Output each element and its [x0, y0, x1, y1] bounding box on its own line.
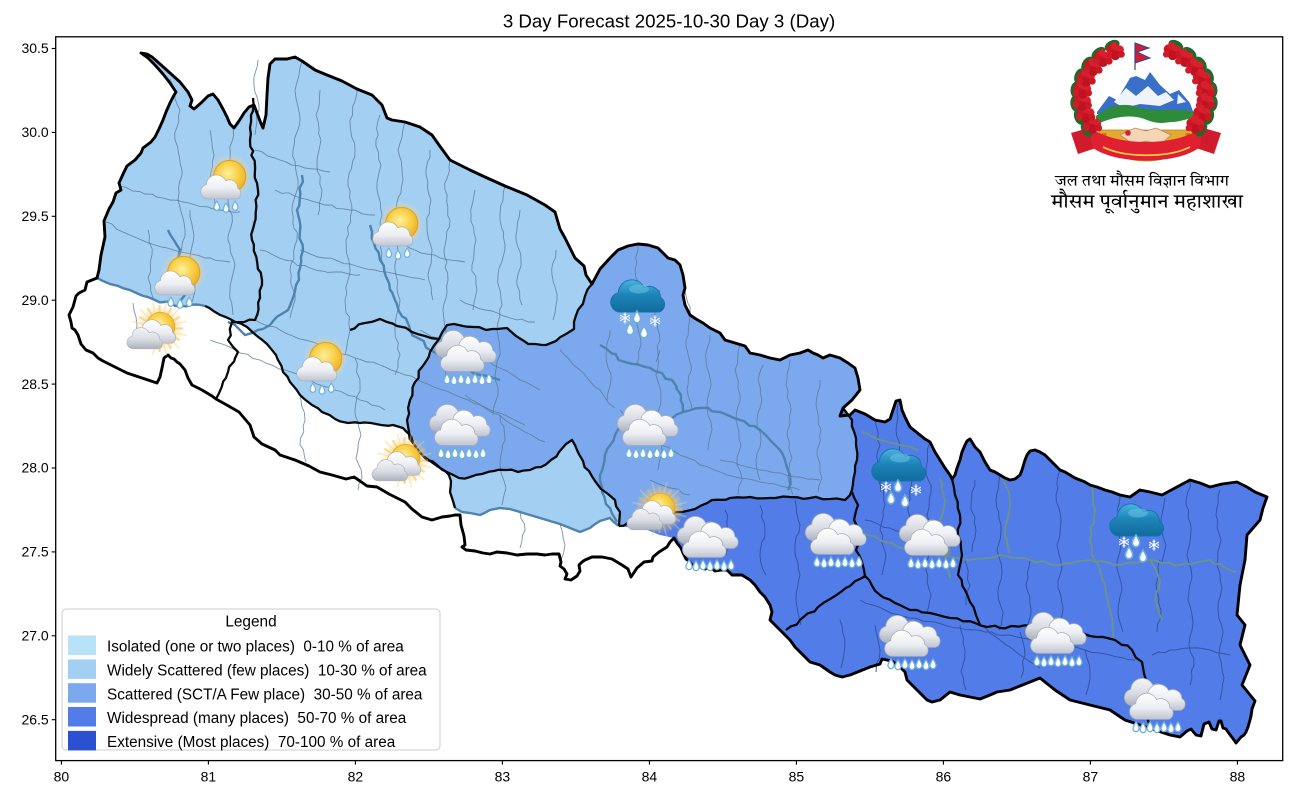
svg-text:81: 81	[201, 769, 217, 785]
svg-text:28.5: 28.5	[21, 376, 48, 392]
svg-text:27.0: 27.0	[21, 628, 48, 644]
svg-text:Scattered (SCT/A Few place) 3: Scattered (SCT/A Few place) 30-50 % of a…	[107, 686, 423, 703]
svg-text:82: 82	[348, 769, 364, 785]
svg-text:87: 87	[1083, 769, 1099, 785]
svg-text:28.0: 28.0	[21, 460, 48, 476]
svg-text:Widespread (many places) 50-7: Widespread (many places) 50-70 % of area	[107, 710, 407, 727]
svg-text:29.5: 29.5	[21, 208, 48, 224]
svg-text:84: 84	[642, 769, 658, 785]
svg-text:3 Day Forecast 2025-10-30 Day: 3 Day Forecast 2025-10-30 Day 3 (Day)	[503, 11, 835, 32]
svg-text:Legend: Legend	[225, 614, 276, 631]
svg-text:Isolated (one or two places): Isolated (one or two places) 0-10 % of a…	[107, 639, 404, 656]
svg-text:85: 85	[789, 769, 805, 785]
svg-text:88: 88	[1230, 769, 1246, 785]
svg-text:80: 80	[54, 769, 70, 785]
svg-text:86: 86	[936, 769, 952, 785]
svg-text:83: 83	[495, 769, 511, 785]
svg-text:Widely Scattered (few places): Widely Scattered (few places) 10-30 % of…	[107, 663, 427, 680]
svg-text:30.0: 30.0	[21, 124, 48, 140]
svg-text:29.0: 29.0	[21, 292, 48, 308]
svg-text:27.5: 27.5	[21, 544, 48, 560]
svg-text:30.5: 30.5	[21, 40, 48, 56]
svg-text:Extensive (Most places) 70-10: Extensive (Most places) 70-100 % of area	[107, 734, 396, 751]
svg-text:26.5: 26.5	[21, 711, 48, 727]
